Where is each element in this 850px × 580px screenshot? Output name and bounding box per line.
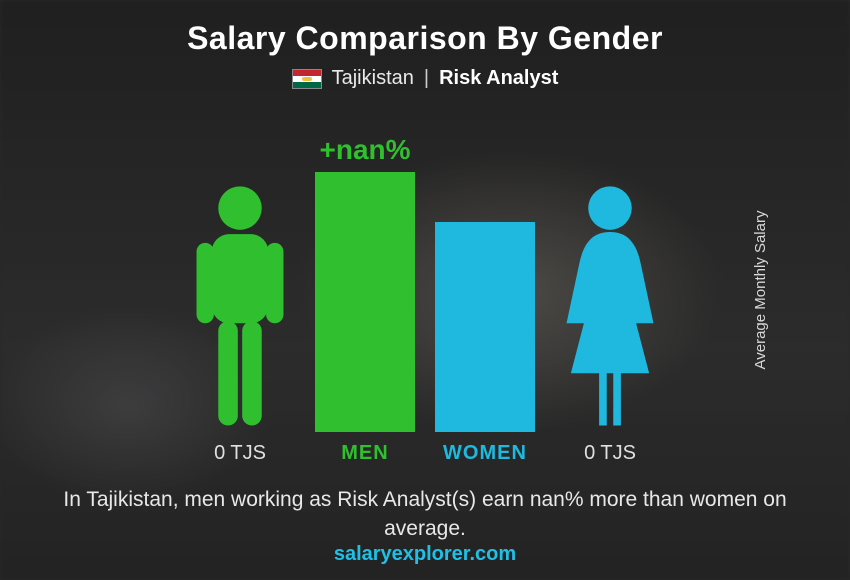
subtitle-row: Tajikistan | Risk Analyst	[292, 67, 559, 90]
description-text: In Tajikistan, men working as Risk Analy…	[55, 485, 795, 544]
woman-icon	[555, 182, 665, 432]
men-value-label: 0 TJS	[185, 442, 295, 465]
men-bar-col: +nan%	[315, 172, 415, 432]
labels-row: 0 TJS MEN WOMEN 0 TJS	[105, 442, 745, 465]
infographic-content: Salary Comparison By Gender Tajikistan |…	[0, 0, 850, 580]
women-bar-col	[435, 222, 535, 432]
man-icon-col	[185, 182, 295, 432]
job-title: Risk Analyst	[439, 67, 558, 90]
page-title: Salary Comparison By Gender	[187, 20, 663, 57]
separator: |	[424, 67, 429, 90]
tajikistan-flag-icon	[292, 69, 322, 89]
women-bar-fill	[435, 222, 535, 432]
women-bar	[435, 222, 535, 432]
woman-icon-col	[555, 182, 665, 432]
men-bar-fill	[315, 172, 415, 432]
site-link[interactable]: salaryexplorer.com	[334, 543, 516, 566]
men-bar: +nan%	[315, 172, 415, 432]
women-bar-label: WOMEN	[435, 442, 535, 465]
man-icon	[185, 182, 295, 432]
men-bar-annotation: +nan%	[319, 134, 410, 166]
y-axis-label: Average Monthly Salary	[752, 211, 769, 370]
men-bar-label: MEN	[315, 442, 415, 465]
women-value-label: 0 TJS	[555, 442, 665, 465]
country-name: Tajikistan	[332, 67, 414, 90]
chart-area: +nan%	[105, 102, 745, 432]
